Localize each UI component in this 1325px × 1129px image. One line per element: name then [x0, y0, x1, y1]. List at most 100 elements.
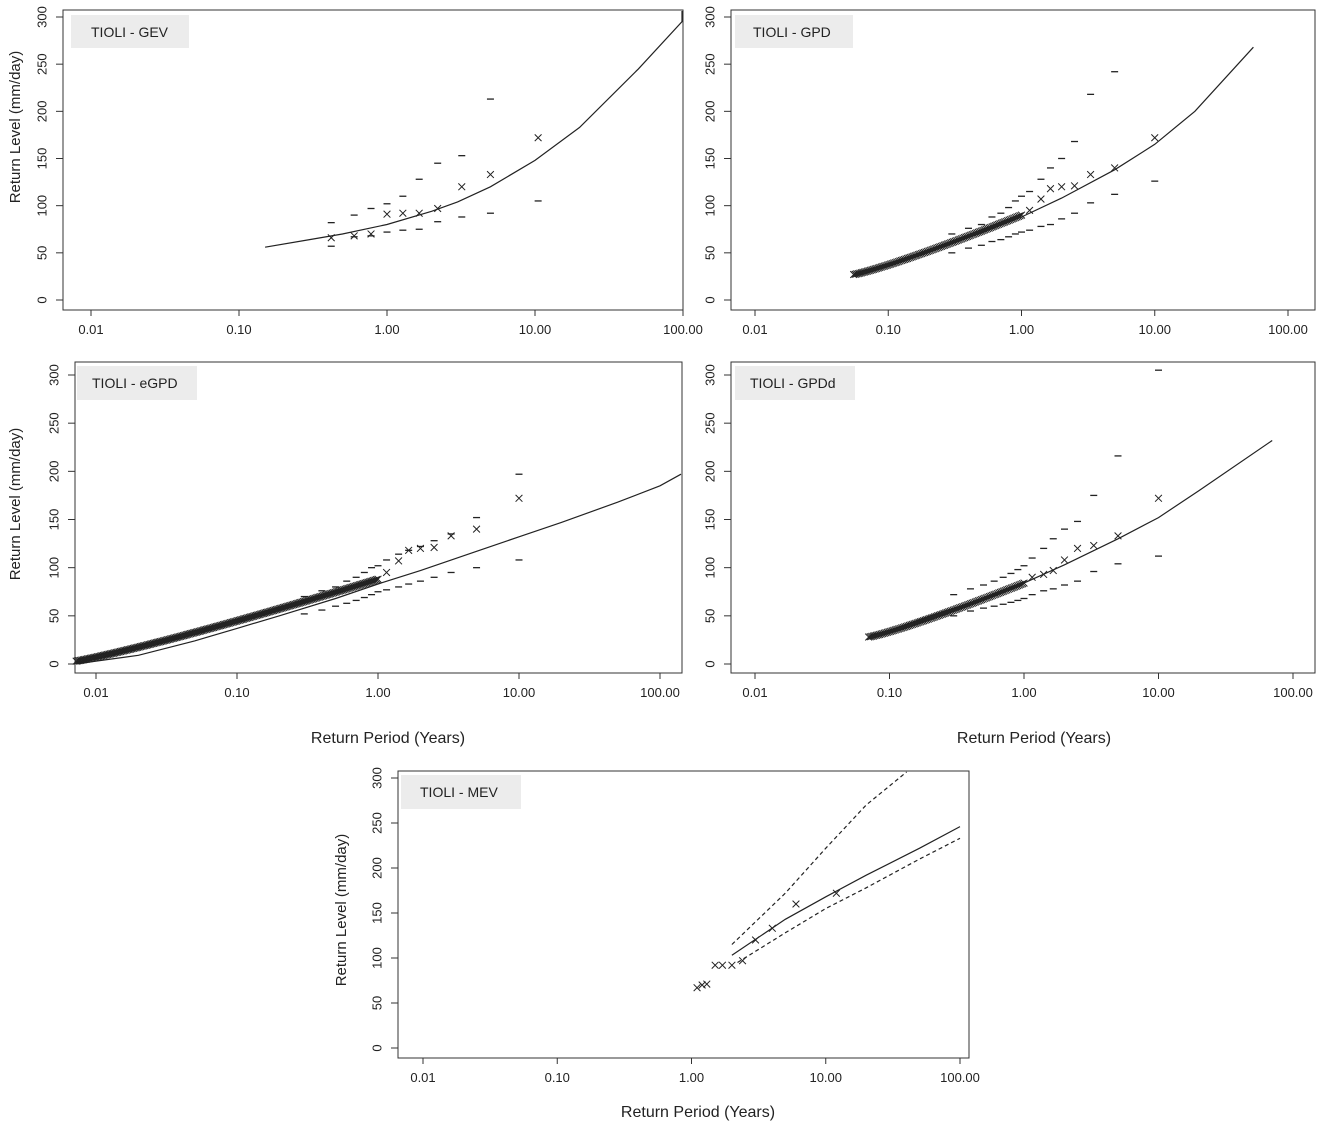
observed-point	[183, 630, 192, 639]
observed-point	[199, 626, 208, 634]
observed-point	[1150, 133, 1159, 142]
observed-point	[288, 601, 296, 609]
observed-point	[350, 232, 358, 240]
observed-point	[148, 640, 156, 648]
y-tick-label: 150	[369, 902, 384, 924]
observed-point	[359, 579, 368, 588]
observed-point	[768, 924, 777, 933]
panel-title-box	[77, 366, 197, 400]
data-marks	[264, 11, 683, 248]
panel-title: TIOLI - GEV	[91, 24, 169, 40]
x-tick-label: 0.01	[742, 322, 767, 337]
observed-point	[1016, 211, 1024, 220]
y-tick-label: 0	[369, 1044, 384, 1051]
observed-point	[258, 610, 266, 618]
observed-point	[728, 961, 736, 969]
observed-point	[1057, 183, 1066, 191]
observed-point	[1086, 170, 1095, 179]
observed-point	[335, 587, 344, 595]
observed-point	[251, 612, 259, 620]
observed-point	[106, 650, 115, 658]
observed-point	[337, 586, 345, 595]
plot-frame	[730, 9, 1316, 311]
observed-point	[1114, 532, 1122, 540]
ci-lower-curve	[737, 837, 961, 964]
observed-point	[121, 646, 129, 655]
observed-point	[229, 618, 238, 626]
y-tick-label: 100	[46, 557, 61, 579]
y-tick-label: 150	[34, 148, 49, 170]
observed-point	[486, 170, 495, 179]
observed-point	[792, 900, 800, 908]
observed-point	[351, 582, 359, 590]
observed-point	[1039, 570, 1048, 579]
observed-point	[261, 609, 269, 617]
observed-point	[358, 580, 367, 588]
observed-point	[349, 582, 358, 591]
observed-point	[102, 651, 110, 659]
observed-point	[264, 608, 272, 616]
observed-point	[255, 610, 264, 619]
observed-point	[195, 627, 203, 636]
observed-point	[698, 981, 706, 989]
observed-point	[205, 624, 213, 633]
y-tick-label: 150	[702, 509, 717, 531]
observed-point	[1073, 544, 1082, 553]
observed-point	[103, 650, 112, 659]
observed-point	[367, 577, 375, 586]
observed-point	[126, 645, 135, 653]
observed-point	[224, 619, 232, 628]
observed-point	[209, 623, 218, 632]
observed-point	[113, 648, 122, 656]
observed-point	[371, 576, 379, 584]
observed-point	[1017, 211, 1026, 219]
y-tick-label: 250	[46, 412, 61, 434]
observed-point	[458, 183, 466, 191]
panel-gpdd: TIOLI - GPDd Return Period (Years) 0.01 0…	[702, 361, 1316, 747]
observed-point	[852, 270, 861, 278]
observed-point	[286, 601, 295, 610]
observed-point	[718, 961, 727, 969]
observed-point	[362, 578, 371, 587]
y-tick-label: 0	[34, 296, 49, 303]
axis-ticks: 0.01 0.10 1.00 10.00 100.00 0 50 100 150 200 250 30…	[46, 364, 679, 700]
observed-point	[235, 616, 243, 625]
observed-point	[219, 620, 228, 629]
observed-point	[228, 618, 236, 627]
observed-point	[206, 624, 215, 632]
panel-gev: TIOLI - GEV Return Level (mm/day) 0.01 0.…	[7, 6, 703, 337]
observed-point	[133, 643, 142, 652]
x-tick-label: 100.00	[640, 685, 680, 700]
observed-point	[269, 606, 278, 615]
observed-point	[311, 594, 319, 603]
plot-frame	[730, 361, 1316, 674]
x-tick-label: 10.00	[503, 685, 536, 700]
observed-point	[365, 578, 374, 586]
observed-point	[161, 636, 169, 645]
x-tick-label: 0.10	[224, 685, 249, 700]
plot-frame	[397, 770, 970, 1059]
observed-point	[317, 592, 325, 601]
observed-point	[352, 582, 361, 590]
observed-point	[1089, 541, 1098, 550]
observed-point	[415, 209, 423, 217]
y-axis-label: Return Level (mm/day)	[7, 51, 24, 204]
observed-point	[131, 644, 139, 652]
observed-point	[433, 204, 442, 213]
plot-frame	[74, 361, 683, 674]
observed-point	[155, 638, 163, 646]
ci-upper-curve	[731, 771, 907, 945]
observed-point	[254, 611, 262, 619]
observed-point	[262, 608, 271, 617]
fitted-return-level-curve	[853, 46, 1254, 276]
observed-point	[327, 589, 335, 598]
observed-point	[218, 621, 226, 629]
observed-point	[211, 623, 219, 631]
y-tick-label: 200	[369, 857, 384, 879]
x-tick-label: 0.01	[742, 685, 767, 700]
observed-point	[98, 652, 106, 660]
observed-point	[322, 591, 331, 599]
observed-point	[169, 634, 178, 642]
observed-point	[176, 632, 185, 641]
observed-point	[324, 590, 332, 599]
